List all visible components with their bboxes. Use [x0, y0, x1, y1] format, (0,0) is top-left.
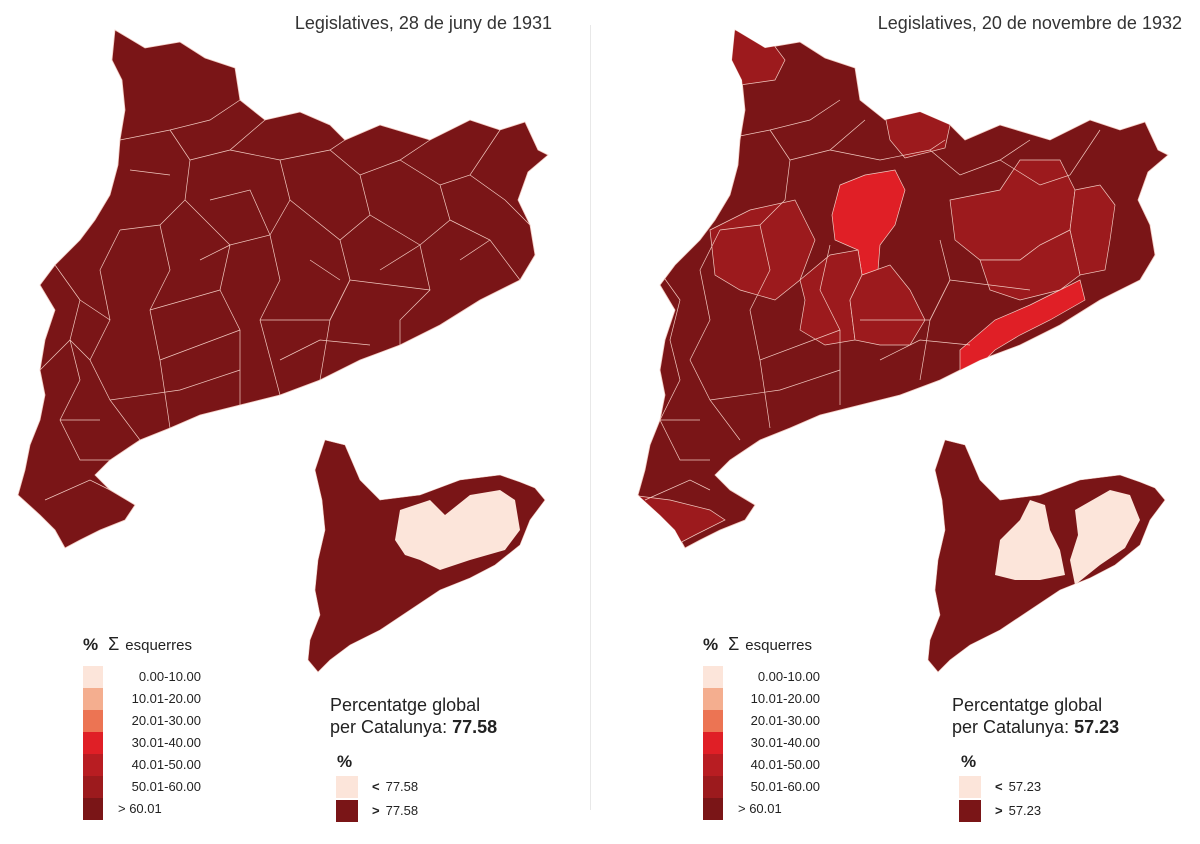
inset-legend-swatch [336, 800, 358, 822]
district-nw-tip [719, 30, 786, 86]
legend-label: 50.01-60.00 [750, 779, 820, 794]
inset-legend-swatch [959, 800, 981, 822]
legend-title: esquerres [125, 637, 192, 654]
global-percentage: Percentatge global per Catalunya: 57.23 [952, 694, 1119, 738]
global-value: 77.58 [452, 717, 498, 737]
sigma-icon: Σ [728, 634, 740, 654]
inset-legend-above: >57.23 [995, 803, 1042, 818]
legend-label: 30.01-40.00 [131, 735, 201, 750]
legend-swatch [703, 754, 723, 776]
inset-legend-above: >77.58 [372, 803, 419, 818]
legend-label: 10.01-20.00 [750, 691, 820, 706]
global-value: 57.23 [1074, 717, 1120, 737]
map-panel-1932: Legislatives, 20 de novembre de 1932 [600, 0, 1200, 844]
inset-legend-swatch [336, 776, 358, 798]
global-line1: Percentatge global [952, 695, 1103, 715]
map-title: Legislatives, 20 de novembre de 1932 [877, 13, 1182, 33]
legend-label: 40.01-50.00 [131, 757, 201, 772]
inset-legend-swatch [959, 776, 981, 798]
inset-legend-percent: % [961, 752, 977, 771]
legend-swatch [703, 710, 723, 732]
global-percentage: Percentatge global per Catalunya: 77.58 [330, 694, 497, 738]
global-line1: Percentatge global [330, 695, 481, 715]
inset-light-region-east [1070, 490, 1140, 585]
legend-swatch [83, 754, 103, 776]
inset-light-region-west [995, 500, 1065, 580]
legend-swatch [83, 710, 103, 732]
panel-divider [590, 25, 591, 810]
legend-swatch [83, 732, 103, 754]
legend-percent: % [703, 635, 719, 654]
legend-label: 20.01-30.00 [750, 713, 820, 728]
legend-swatch [703, 776, 723, 798]
inset-legend-percent: % [337, 752, 353, 771]
legend-label: 10.01-20.00 [131, 691, 201, 706]
catalonia-map [637, 29, 1169, 673]
legend-label: 0.00-10.00 [757, 669, 820, 684]
district-central [831, 169, 906, 276]
legend-label: 50.01-60.00 [131, 779, 201, 794]
catalonia-outline [17, 29, 549, 549]
legend-label: 20.01-30.00 [131, 713, 201, 728]
map-panel-1931: Legislatives, 28 de juny de 1931 [17, 13, 552, 822]
district-delta [638, 494, 726, 548]
map-title: Legislatives, 28 de juny de 1931 [294, 13, 552, 33]
legend-swatch [703, 732, 723, 754]
district-east-c [979, 229, 1081, 301]
legend-swatch [703, 688, 723, 710]
inset-legend-below: <77.58 [372, 779, 419, 794]
legend-swatch [83, 798, 103, 820]
legend-swatch [83, 776, 103, 798]
global-line2: per Catalunya: [330, 717, 453, 737]
legend-title: esquerres [745, 637, 812, 654]
legend-label: 30.01-40.00 [750, 735, 820, 750]
legend-percent: % [83, 635, 99, 654]
highlighted-districts [638, 30, 1116, 548]
legend-swatch [83, 666, 103, 688]
global-line2: per Catalunya: [952, 717, 1075, 737]
legend-swatch [83, 688, 103, 710]
legend-label: > 60.01 [118, 801, 162, 816]
legend-label: 0.00-10.00 [138, 669, 201, 684]
catalonia-map [17, 29, 549, 673]
legend-label: 40.01-50.00 [750, 757, 820, 772]
inset-legend-below: <57.23 [995, 779, 1042, 794]
district-borders [644, 99, 1101, 501]
legend-label: > 60.01 [738, 801, 782, 816]
legend-swatch [703, 798, 723, 820]
legend-swatch [703, 666, 723, 688]
district-borders [39, 99, 531, 501]
inset-light-region [395, 490, 520, 570]
sigma-icon: Σ [108, 634, 120, 654]
